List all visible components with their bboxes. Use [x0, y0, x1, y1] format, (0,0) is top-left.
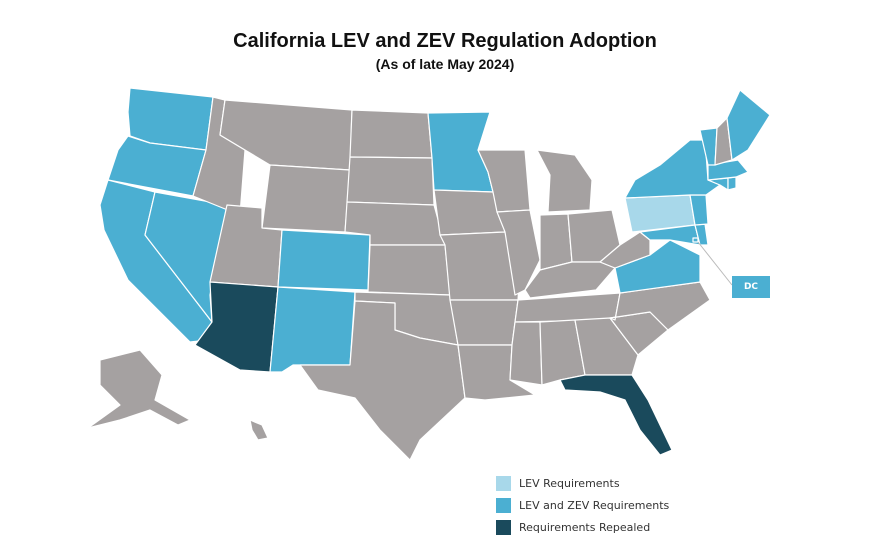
map-subtitle: (As of late May 2024) [375, 56, 515, 72]
state-south-dakota[interactable] [346, 156, 435, 206]
state-wyoming[interactable] [261, 164, 351, 233]
state-michigan[interactable] [536, 149, 593, 213]
legend-label-lev-zev: LEV and ZEV Requirements [519, 498, 670, 512]
state-arkansas[interactable] [449, 299, 519, 346]
dc-leader-line [697, 241, 733, 286]
legend-label-lev: LEV Requirements [519, 476, 620, 490]
state-texas[interactable] [299, 300, 466, 461]
state-alaska[interactable] [87, 349, 191, 429]
state-new-mexico[interactable] [269, 286, 356, 373]
state-maine[interactable] [726, 89, 771, 161]
state-hawaii[interactable] [249, 419, 269, 441]
state-indiana[interactable] [539, 213, 573, 271]
state-north-dakota[interactable] [349, 109, 433, 159]
state-georgia[interactable] [574, 317, 639, 376]
state-mississippi[interactable] [509, 321, 543, 386]
state-dc[interactable] [692, 237, 699, 243]
legend: LEV Requirements LEV and ZEV Requirement… [496, 472, 669, 538]
state-north-carolina[interactable] [609, 281, 711, 331]
state-florida[interactable] [559, 374, 673, 456]
state-maryland[interactable] [639, 224, 701, 246]
state-colorado[interactable] [277, 229, 371, 291]
legend-item-repealed: Requirements Repealed [496, 516, 669, 538]
state-massachusetts[interactable] [707, 159, 749, 181]
legend-item-lev: LEV Requirements [496, 472, 669, 494]
legend-swatch-repealed [496, 519, 511, 535]
legend-item-lev-zev: LEV and ZEV Requirements [496, 494, 669, 516]
state-rhode-island[interactable] [727, 176, 737, 191]
state-kansas[interactable] [367, 244, 451, 296]
legend-label-repealed: Requirements Repealed [519, 520, 651, 534]
state-kentucky[interactable] [524, 261, 616, 299]
legend-swatch-lev-zev [496, 497, 511, 513]
legend-swatch-lev [496, 475, 511, 491]
map-title: California LEV and ZEV Regulation Adopti… [233, 30, 657, 52]
dc-callout[interactable]: DC [732, 276, 770, 298]
